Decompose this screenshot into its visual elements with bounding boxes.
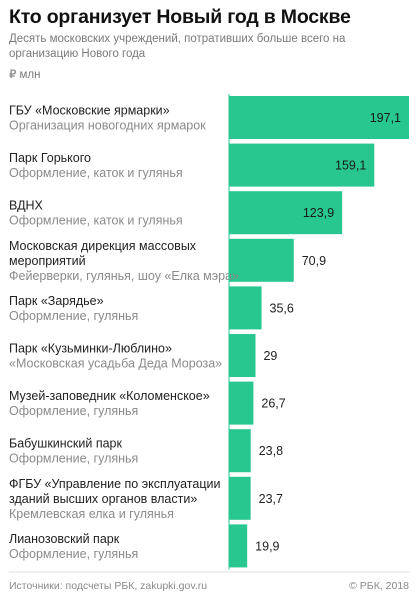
category-name-2: Парк Горького [9,151,91,165]
category-desc-2: Оформление, каток и гулянья [9,166,183,180]
category-name-4: мероприятий [9,254,86,268]
category-desc-5: Оформление, гулянья [9,309,138,323]
category-desc-10: Оформление, гулянья [9,547,138,561]
category-name-9: ФГБУ «Управление по эксплуатации [9,477,220,491]
chart-subtitle: Десять московских учреждений, потративши… [9,33,346,60]
category-name-5: Парк «Зарядье» [9,294,104,308]
category-name-6: Парк «Кузьминки-Люблино» [9,342,172,356]
category-desc-1: Организация новогодних ярмарок [9,119,206,133]
category-desc-6: «Московская усадьба Деда Мороза» [9,357,222,371]
chart-title: Кто организует Новый год в Москве [9,6,351,28]
value-label-9: 23,7 [259,492,283,506]
bar-10 [229,524,248,568]
value-label-3: 123,9 [303,206,334,220]
bar-1 [229,96,409,139]
category-name-10: Лианозовский парк [9,532,120,546]
bar-8 [229,429,251,473]
category-name-3: ВДНХ [9,199,44,213]
value-label-5: 35,6 [270,301,294,315]
category-name-1: ГБУ «Московские ярмарки» [9,104,170,118]
bar-9 [229,476,251,520]
category-name-8: Бабушкинский парк [9,437,123,451]
source-note: Источники: подсчеты РБК, zakupki.gov.ru [9,580,208,592]
value-label-10: 19,9 [255,539,279,553]
category-desc-9: Кремлевская елка и гулянья [9,507,174,521]
value-label-4: 70,9 [302,254,326,268]
category-desc-8: Оформление, гулянья [9,452,138,466]
unit-label: ₽ млн [9,69,41,81]
category-name-4: Московская дирекция массовых [9,239,197,253]
bar-3 [229,191,343,235]
category-desc-3: Оформление, каток и гулянья [9,214,183,228]
value-label-2: 159,1 [335,159,366,173]
category-desc-7: Оформление, гулянья [9,404,138,418]
bar-2 [229,143,375,187]
bar-4 [229,238,294,282]
value-label-1: 197,1 [370,111,401,125]
value-label-6: 29 [263,349,277,363]
value-label-7: 26,7 [261,397,285,411]
bar-6 [229,334,256,377]
bar-7 [229,381,254,425]
copyright: © РБК, 2018 [349,580,409,592]
category-desc-4: Фейерверки, гулянья, шоу «Елка мэра» [9,269,239,283]
category-name-9: зданий высших органов власти» [9,492,197,506]
value-label-8: 23,8 [259,444,283,458]
bar-5 [229,286,262,330]
category-name-7: Музей-заповедник «Коломенское» [9,389,210,403]
